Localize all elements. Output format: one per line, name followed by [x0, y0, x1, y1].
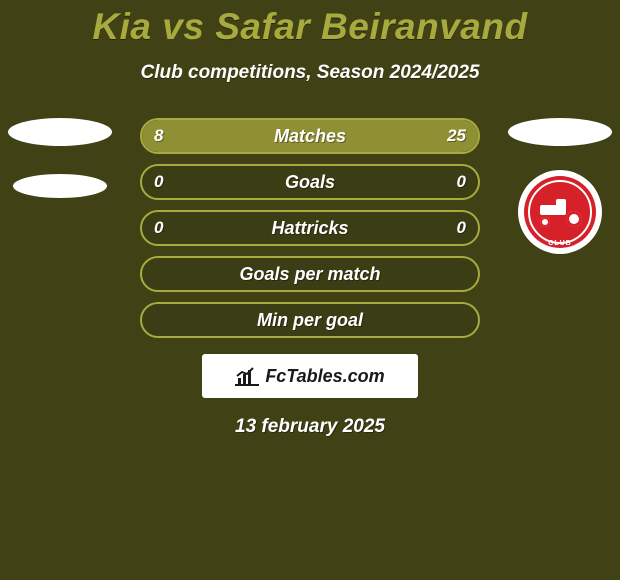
- stat-bar: 8 25 Matches: [140, 118, 480, 154]
- stat-label: Goals: [285, 172, 335, 193]
- left-club-badge: [13, 174, 107, 198]
- subtitle: Club competitions, Season 2024/2025: [0, 62, 620, 84]
- stat-fill-right: [223, 120, 478, 152]
- right-column: TRACTOR CLUB: [500, 118, 620, 254]
- date: 13 february 2025: [0, 416, 620, 438]
- stat-label: Hattricks: [271, 218, 348, 239]
- stat-bar: Goals per match: [140, 256, 480, 292]
- stat-value-left: 0: [154, 172, 163, 192]
- stat-label: Matches: [274, 126, 346, 147]
- tractor-icon: [540, 199, 580, 225]
- watermark: FcTables.com: [202, 354, 418, 398]
- stat-value-right: 25: [447, 126, 466, 146]
- comparison-card: Kia vs Safar Beiranvand Club competition…: [0, 0, 620, 580]
- player-left-name: Kia: [92, 6, 151, 47]
- watermark-chart-icon: [235, 366, 259, 386]
- stat-value-left: 8: [154, 126, 163, 146]
- stat-bar: 0 0 Hattricks: [140, 210, 480, 246]
- stat-bar: 0 0 Goals: [140, 164, 480, 200]
- stat-bar: Min per goal: [140, 302, 480, 338]
- stage: TRACTOR CLUB 8 25 Matches 0 0 Goals 0 0 Hattrick…: [0, 118, 620, 438]
- stat-label: Min per goal: [257, 310, 363, 331]
- right-club-logo: TRACTOR CLUB: [518, 170, 602, 254]
- stat-label: Goals per match: [239, 264, 380, 285]
- left-player-badge: [8, 118, 112, 146]
- stat-value-right: 0: [457, 172, 466, 192]
- player-right-name: Safar Beiranvand: [215, 6, 527, 47]
- page-title: Kia vs Safar Beiranvand: [0, 0, 620, 48]
- club-text-bottom: CLUB: [518, 240, 602, 247]
- stat-bars: 8 25 Matches 0 0 Goals 0 0 Hattricks Goals per ma…: [140, 118, 480, 338]
- watermark-text: FcTables.com: [265, 366, 384, 387]
- right-player-badge: [508, 118, 612, 146]
- stat-value-left: 0: [154, 218, 163, 238]
- title-vs: vs: [162, 6, 204, 47]
- left-column: [0, 118, 120, 198]
- club-logo-inner: [524, 176, 596, 248]
- stat-value-right: 0: [457, 218, 466, 238]
